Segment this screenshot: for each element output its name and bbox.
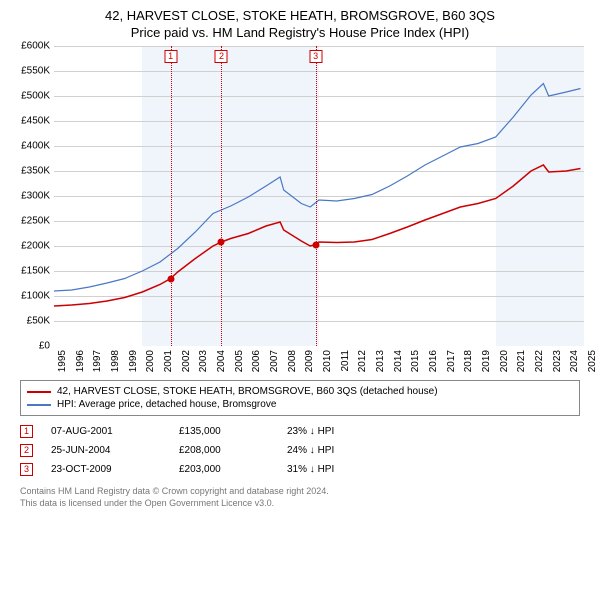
y-tick-label: £50K: [27, 316, 50, 327]
events-table: 1 07-AUG-2001 £135,000 23% ↓ HPI 2 25-JUN-200…: [20, 422, 580, 479]
event-line-3: [316, 46, 317, 346]
event-dot-2: [218, 239, 225, 246]
title-block: 42, HARVEST CLOSE, STOKE HEATH, BROMSGRO…: [10, 8, 590, 40]
legend-swatch: [27, 404, 51, 406]
x-tick-label: 2017: [446, 350, 457, 372]
x-tick-label: 2020: [499, 350, 510, 372]
event-row-1: 1 07-AUG-2001 £135,000 23% ↓ HPI: [20, 422, 580, 441]
x-tick-label: 2016: [428, 350, 439, 372]
x-tick-label: 2005: [234, 350, 245, 372]
x-tick-label: 2007: [269, 350, 280, 372]
x-tick-label: 2025: [587, 350, 598, 372]
event-date: 25-JUN-2004: [51, 445, 161, 456]
title-main: 42, HARVEST CLOSE, STOKE HEATH, BROMSGRO…: [10, 8, 590, 23]
x-tick-label: 1995: [57, 350, 68, 372]
x-tick-label: 2021: [516, 350, 527, 372]
event-marker-3: 3: [309, 50, 322, 63]
event-line-2: [221, 46, 222, 346]
x-tick-label: 2006: [251, 350, 262, 372]
x-tick-label: 2015: [410, 350, 421, 372]
y-tick-label: £100K: [21, 291, 50, 302]
x-tick-label: 2018: [463, 350, 474, 372]
x-tick-label: 2019: [481, 350, 492, 372]
x-axis: 1995 1996 1997 1998 1999 2000 2001 2002 2003 2004…: [54, 346, 584, 376]
x-tick-label: 2013: [375, 350, 386, 372]
series-hpi: [54, 84, 581, 292]
event-price: £208,000: [179, 445, 269, 456]
y-tick-label: £500K: [21, 91, 50, 102]
legend-row-hpi: HPI: Average price, detached house, Brom…: [27, 398, 573, 411]
y-tick-label: £450K: [21, 116, 50, 127]
footer-line1: Contains HM Land Registry data © Crown c…: [20, 485, 580, 497]
title-sub: Price paid vs. HM Land Registry's House …: [10, 25, 590, 40]
event-price: £203,000: [179, 464, 269, 475]
x-tick-label: 2023: [552, 350, 563, 372]
event-delta: 31% ↓ HPI: [287, 464, 334, 475]
event-row-3: 3 23-OCT-2009 £203,000 31% ↓ HPI: [20, 460, 580, 479]
event-row-marker: 2: [20, 444, 33, 457]
y-tick-label: £550K: [21, 66, 50, 77]
legend-row-property: 42, HARVEST CLOSE, STOKE HEATH, BROMSGRO…: [27, 385, 573, 398]
x-tick-label: 2024: [569, 350, 580, 372]
x-tick-label: 2002: [181, 350, 192, 372]
x-tick-label: 2004: [216, 350, 227, 372]
series-property: [54, 165, 581, 306]
y-tick-label: £150K: [21, 266, 50, 277]
event-row-marker: 1: [20, 425, 33, 438]
y-tick-label: £400K: [21, 141, 50, 152]
event-dot-1: [167, 275, 174, 282]
x-tick-label: 2014: [393, 350, 404, 372]
chart-area: £0 £50K £100K £150K £200K £250K £300K £350K £400…: [10, 46, 590, 376]
event-dot-3: [312, 241, 319, 248]
x-tick-label: 2009: [304, 350, 315, 372]
footer-attribution: Contains HM Land Registry data © Crown c…: [20, 485, 580, 509]
y-axis: £0£50K£100K£150K£200K£250K£300K£350K£400…: [10, 46, 54, 346]
legend-label: HPI: Average price, detached house, Brom…: [57, 399, 276, 410]
chart-figure: 42, HARVEST CLOSE, STOKE HEATH, BROMSGRO…: [0, 0, 600, 590]
x-tick-label: 2011: [340, 350, 351, 372]
y-tick-label: £300K: [21, 191, 50, 202]
x-tick-label: 2001: [163, 350, 174, 372]
x-tick-label: 2000: [145, 350, 156, 372]
plot-area: 1 2 3: [54, 46, 584, 346]
x-tick-label: 1997: [92, 350, 103, 372]
y-tick-label: £250K: [21, 216, 50, 227]
legend-swatch: [27, 391, 51, 393]
event-row-marker: 3: [20, 463, 33, 476]
y-tick-label: £350K: [21, 166, 50, 177]
event-marker-2: 2: [215, 50, 228, 63]
event-line-1: [171, 46, 172, 346]
line-layer: [54, 46, 584, 346]
y-tick-label: £0: [39, 341, 50, 352]
event-delta: 23% ↓ HPI: [287, 426, 334, 437]
event-marker-1: 1: [164, 50, 177, 63]
footer-line2: This data is licensed under the Open Gov…: [20, 497, 580, 509]
y-tick-label: £200K: [21, 241, 50, 252]
x-tick-label: 1998: [110, 350, 121, 372]
x-tick-label: 1999: [128, 350, 139, 372]
event-date: 23-OCT-2009: [51, 464, 161, 475]
legend: 42, HARVEST CLOSE, STOKE HEATH, BROMSGRO…: [20, 380, 580, 416]
x-tick-label: 2008: [287, 350, 298, 372]
y-tick-label: £600K: [21, 41, 50, 52]
x-tick-label: 1996: [75, 350, 86, 372]
legend-label: 42, HARVEST CLOSE, STOKE HEATH, BROMSGRO…: [57, 386, 438, 397]
x-tick-label: 2012: [357, 350, 368, 372]
x-tick-label: 2003: [198, 350, 209, 372]
event-price: £135,000: [179, 426, 269, 437]
event-date: 07-AUG-2001: [51, 426, 161, 437]
x-tick-label: 2022: [534, 350, 545, 372]
event-delta: 24% ↓ HPI: [287, 445, 334, 456]
event-row-2: 2 25-JUN-2004 £208,000 24% ↓ HPI: [20, 441, 580, 460]
x-tick-label: 2010: [322, 350, 333, 372]
